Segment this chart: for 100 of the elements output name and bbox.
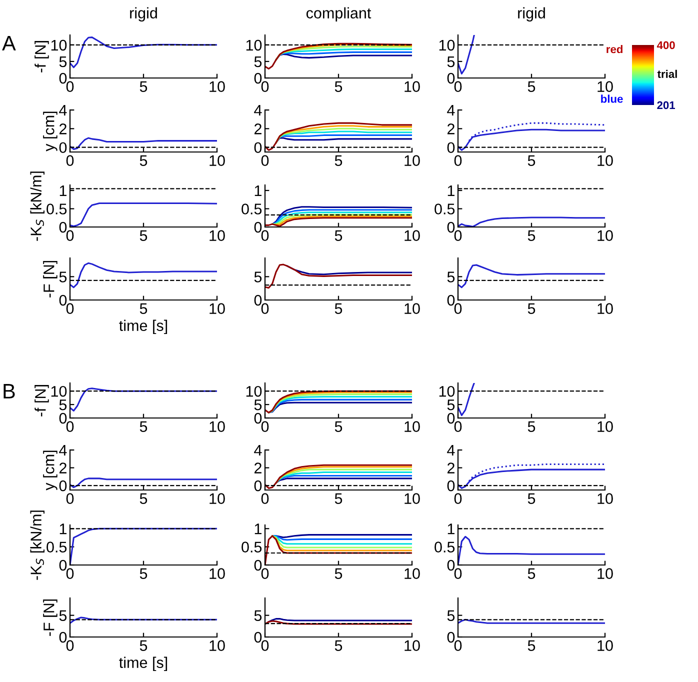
x-tick-label: 10 (404, 81, 420, 92)
x-tick-label: 10 (598, 303, 613, 314)
x-tick-label: 5 (334, 230, 342, 241)
y-tick-label: 5 (254, 56, 262, 68)
y-tick-label: 0 (59, 222, 67, 233)
x-tick-label: 5 (334, 640, 342, 651)
y-axis-title: -K$_{S}$ [kN/m] (30, 172, 44, 241)
line-series (70, 36, 217, 68)
x-tick-label: 10 (210, 493, 225, 504)
chart-title: rigid (130, 7, 157, 22)
x-tick-label: 5 (528, 155, 536, 166)
x-tick-label: 10 (598, 568, 613, 579)
line-series (272, 535, 412, 552)
y-tick-label: 0 (254, 480, 262, 492)
y-tick-label: 0 (59, 142, 67, 154)
line-series (268, 402, 412, 414)
y-tick-label: 0 (447, 294, 455, 306)
y-tick-label: 1 (254, 186, 262, 196)
text: blue (601, 94, 623, 103)
x-tick-label: 10 (598, 640, 613, 651)
x-tick-label: 10 (404, 421, 420, 432)
x-tick-label: 5 (140, 421, 148, 432)
y-tick-label: 4 (59, 445, 67, 456)
y-tick-label: 0 (254, 632, 262, 643)
x-tick-label: 10 (598, 230, 613, 241)
line-series (70, 388, 217, 412)
x-axis-title: time [s] (119, 656, 168, 672)
y-tick-label: 5 (254, 272, 262, 282)
y-tick-label: 0.5 (46, 542, 67, 553)
y-tick-label: 4 (447, 445, 455, 456)
y-tick-label: 5 (59, 56, 67, 68)
y-tick-label: 0 (59, 72, 67, 84)
y-tick-label: 5 (254, 610, 262, 622)
x-tick-label: 10 (210, 568, 225, 579)
y-tick-label: 5 (59, 272, 67, 282)
y-axis-title: y [cm] (43, 450, 58, 490)
x-tick-label: 10 (404, 493, 420, 504)
y-tick-label: 0 (59, 412, 67, 424)
x-tick-label: 5 (140, 81, 148, 92)
y-tick-label: 0 (59, 480, 67, 492)
y-tick-label: 0 (59, 632, 67, 643)
y-tick-label: 0 (254, 142, 262, 154)
x-tick-label: 10 (210, 303, 225, 314)
y-tick-label: 10 (439, 386, 455, 397)
x-tick-label: 5 (334, 493, 342, 504)
color-bar-title: trial (657, 70, 677, 78)
y-tick-label: 2 (59, 462, 66, 474)
x-axis-title: time [s] (119, 320, 168, 334)
line-series (265, 264, 412, 289)
text: B (4, 384, 15, 398)
y-tick-label: 2 (447, 462, 454, 474)
line-series (70, 262, 217, 288)
x-tick-label: 10 (598, 81, 613, 92)
y-axis-title: -f [N] (34, 385, 49, 416)
y-tick-label: 5 (59, 400, 67, 410)
x-tick-label: 5 (334, 568, 342, 579)
y-tick-label: 0 (447, 72, 455, 84)
y-tick-label: 4 (254, 445, 262, 456)
y-tick-label: 1 (254, 524, 262, 534)
y-tick-label: 1 (60, 524, 66, 534)
y-tick-label: 1 (448, 186, 454, 196)
line-series (458, 264, 605, 288)
x-tick-label: 5 (140, 493, 148, 504)
y-tick-label: 2 (254, 124, 262, 134)
y-tick-label: 4 (254, 105, 262, 116)
y-tick-label: 0.5 (242, 204, 262, 214)
y-tick-label: 1 (448, 524, 454, 534)
y-tick-label: 10 (439, 40, 455, 51)
x-tick-label: 5 (334, 155, 342, 166)
x-tick-label: 5 (528, 230, 536, 241)
y-tick-label: 0 (447, 142, 455, 154)
y-tick-label: 4 (447, 105, 455, 116)
y-tick-label: 0 (254, 412, 262, 424)
y-tick-label: 1 (60, 186, 66, 196)
line-series (272, 535, 412, 548)
color-bar-label: 201 (657, 101, 676, 110)
y-axis-title: -F [N] (43, 260, 58, 298)
x-tick-label: 5 (528, 81, 536, 92)
x-tick-label: 10 (210, 421, 225, 432)
y-tick-label: 2 (447, 124, 454, 134)
x-tick-label: 5 (140, 568, 148, 579)
x-tick-label: 5 (140, 230, 148, 241)
x-tick-label: 5 (528, 421, 536, 432)
x-tick-label: 5 (528, 493, 536, 504)
x-tick-label: 10 (598, 421, 613, 432)
x-tick-label: 10 (404, 303, 420, 314)
y-tick-label: 5 (254, 400, 262, 410)
line-series (265, 42, 412, 70)
x-tick-label: 5 (140, 640, 148, 651)
chart-title: rigid (518, 7, 545, 22)
x-tick-label: 5 (528, 640, 536, 651)
x-tick-label: 10 (404, 155, 420, 166)
y-tick-label: 10 (51, 40, 67, 51)
y-tick-label: 0 (447, 412, 455, 424)
x-tick-label: 5 (334, 303, 342, 314)
line-series (272, 206, 412, 225)
x-tick-label: 10 (598, 493, 613, 504)
text: A (2, 36, 16, 50)
line-series (458, 383, 475, 416)
x-tick-label: 10 (210, 230, 225, 241)
